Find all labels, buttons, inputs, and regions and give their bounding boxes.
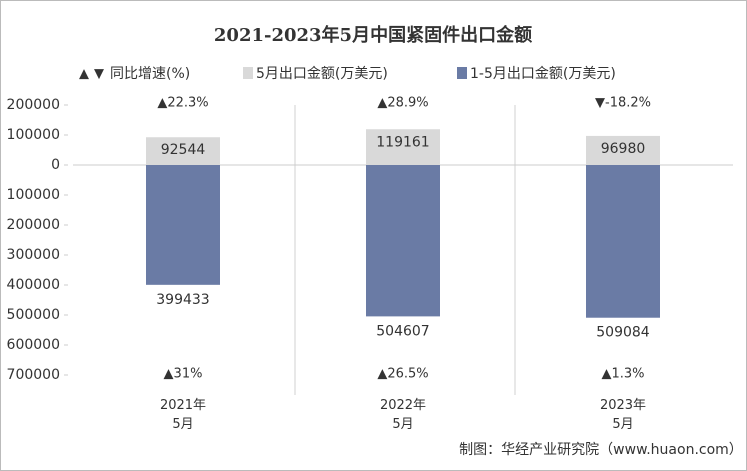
source: 制图：华经产业研究院（www.huaon.com）	[459, 442, 743, 458]
legend-swatch	[243, 67, 253, 79]
bar	[146, 165, 220, 285]
x-tick-label: 2022年5月	[379, 398, 427, 432]
value-label: 504607	[376, 323, 429, 339]
legend-swatch	[457, 67, 467, 79]
y-tick-label: 500000	[7, 307, 60, 323]
growth-label: ▲26.5%	[377, 367, 428, 382]
value-label: 399433	[156, 292, 209, 308]
y-tick-label: 300000	[7, 247, 60, 263]
y-tick-label: 700000	[7, 367, 60, 383]
bar	[586, 135, 660, 165]
bar	[586, 165, 660, 318]
legend-up: ▲	[79, 67, 89, 82]
x-tick-label: 2023年5月	[599, 398, 647, 432]
value-label: 119161	[376, 134, 429, 150]
y-tick-label: 0	[51, 157, 60, 173]
growth-label: ▲31%	[164, 367, 203, 382]
bar	[366, 165, 440, 317]
value-label: 92544	[161, 142, 206, 158]
value-label: 96980	[601, 141, 646, 157]
legend-label: 1-5月出口金额(万美元)	[470, 66, 616, 82]
y-tick-label: 400000	[7, 277, 60, 293]
x-tick-label: 2021年5月	[159, 398, 207, 432]
value-label: 509084	[596, 325, 650, 341]
legend-label: 5月出口金额(万美元)	[256, 66, 388, 82]
y-tick-label: 100000	[7, 187, 60, 203]
y-tick-label: 200000	[7, 217, 60, 233]
y-tick-label: 200000	[7, 97, 60, 113]
y-tick-label: 600000	[7, 337, 60, 353]
growth-label: ▲22.3%	[157, 96, 208, 111]
growth-label: ▼-18.2%	[595, 96, 651, 111]
bar	[146, 137, 220, 165]
legend-down: ▼	[94, 67, 104, 82]
y-tick-label: 100000	[7, 127, 60, 143]
bar	[366, 129, 440, 165]
growth-label: ▲28.9%	[377, 96, 428, 111]
growth-label: ▲1.3%	[601, 367, 644, 382]
legend-label: 同比增速(%)	[110, 66, 190, 82]
chart-title: 2021-2023年5月中国紧固件出口金额	[214, 24, 532, 46]
